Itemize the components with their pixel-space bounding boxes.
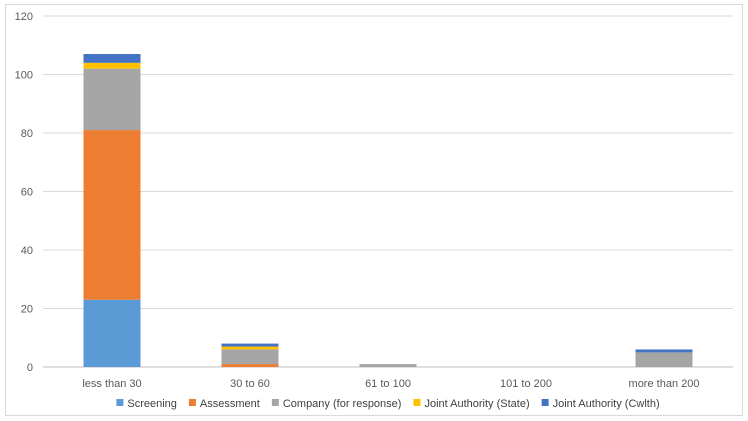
y-axis-ticks: 0 20 40 60 80 100 120	[15, 11, 33, 374]
y-tick-label: 100	[15, 70, 33, 82]
bar-segment-joint-authority-state--1	[221, 346, 279, 350]
y-tick-label: 0	[27, 362, 33, 374]
x-tick-label: 30 to 60	[230, 378, 270, 390]
bar-segment-company-for-response--0	[83, 68, 141, 131]
x-tick-label: less than 30	[82, 378, 141, 390]
bar-segment-company-for-response--4	[635, 352, 693, 367]
legend-label: Screening	[127, 398, 177, 410]
x-tick-label: more than 200	[629, 378, 700, 390]
legend-swatch-screening	[116, 399, 124, 406]
bar-segment-screening-0	[83, 299, 141, 367]
x-tick-label: 101 to 200	[500, 378, 552, 390]
bar-segment-assessment-1	[221, 364, 279, 367]
legend: Screening Assessment Company (for response…	[116, 398, 660, 410]
legend-swatch-company-for-response-	[271, 399, 279, 406]
legend-label: Joint Authority (State)	[424, 398, 529, 410]
bar-segment-joint-authority-cwlth--0	[83, 54, 141, 63]
legend-swatch-joint-authority-cwlth-	[541, 399, 549, 406]
x-tick-label: 61 to 100	[365, 378, 411, 390]
bars	[83, 54, 693, 367]
y-tick-label: 60	[21, 187, 33, 199]
bar-segment-assessment-0	[83, 130, 141, 300]
legend-label: Company (for response)	[283, 398, 402, 410]
y-tick-label: 40	[21, 245, 33, 257]
legend-label: Joint Authority (Cwlth)	[553, 398, 660, 410]
bar-segment-joint-authority-cwlth--1	[221, 343, 279, 347]
bar-segment-joint-authority-state--0	[83, 62, 141, 69]
y-tick-label: 120	[15, 11, 33, 23]
x-axis-ticks: less than 30 30 to 60 61 to 100 101 to 200 m…	[82, 378, 699, 390]
legend-label: Assessment	[200, 398, 260, 410]
legend-swatch-joint-authority-state-	[413, 399, 421, 406]
legend-swatch-assessment	[188, 399, 196, 406]
bar-segment-company-for-response--1	[221, 349, 279, 365]
bar-segment-company-for-response--2	[359, 364, 417, 367]
y-tick-label: 20	[21, 304, 33, 316]
bar-segment-joint-authority-cwlth--4	[635, 349, 693, 353]
y-tick-label: 80	[21, 128, 33, 140]
gridlines	[43, 15, 733, 368]
